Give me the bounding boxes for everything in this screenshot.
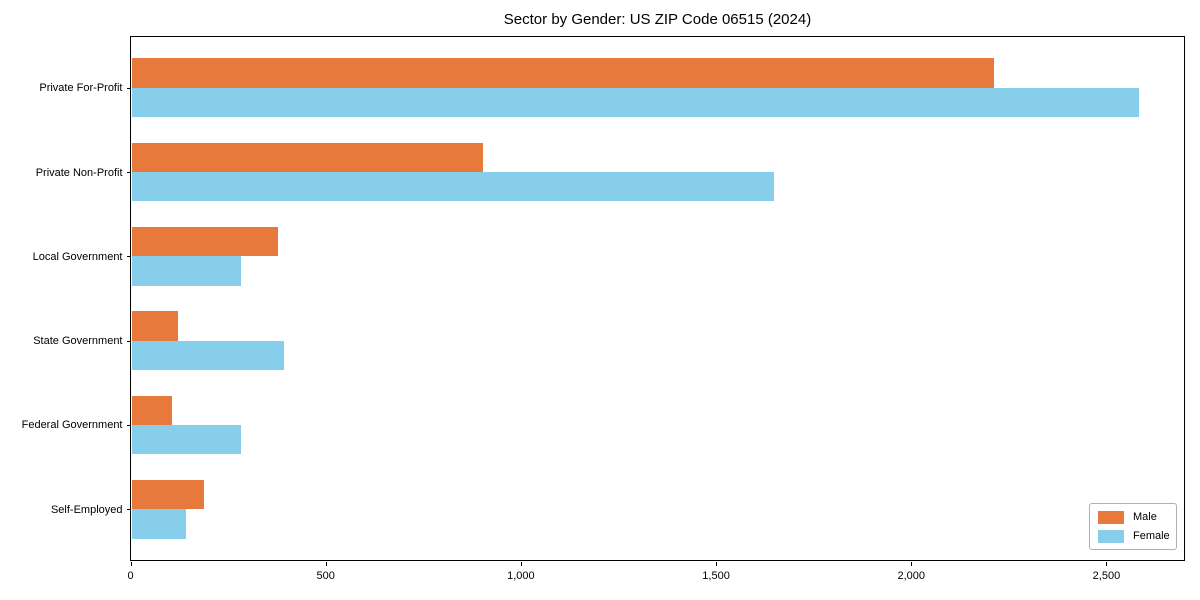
y-tick-mark (126, 172, 131, 173)
plot-area (130, 36, 1185, 561)
x-tick-mark (1106, 562, 1108, 566)
legend-label-female: Female (1133, 530, 1170, 542)
bar-female-federal-government (131, 424, 241, 455)
bar-female-local-government (131, 256, 241, 286)
legend: Male Female (1089, 503, 1177, 550)
y-tick-label: Private Non-Profit (35, 166, 123, 179)
x-tick-label: 1,000 (507, 570, 535, 582)
x-tick-mark (716, 562, 718, 566)
legend-label-male: Male (1133, 511, 1157, 523)
x-tick-label: 1,500 (702, 570, 730, 582)
bar-female-self-employed (131, 509, 187, 539)
legend-item-female: Female (1098, 529, 1170, 543)
x-tick-mark (325, 562, 327, 566)
bar-female-private-non-profit (131, 172, 774, 202)
y-tick-mark (126, 87, 131, 89)
y-tick-label: Private For-Profit (39, 82, 123, 95)
bar-male-self-employed (131, 479, 204, 510)
bar-male-private-non-profit (131, 142, 483, 172)
y-tick-mark (126, 509, 131, 511)
y-tick-mark (126, 340, 131, 342)
bar-male-state-government (131, 311, 179, 341)
x-tick-mark (911, 562, 913, 566)
legend-swatch-male (1098, 510, 1124, 524)
x-tick-mark (520, 562, 522, 566)
y-tick-label: State Government (33, 335, 123, 348)
y-tick-label: Local Government (32, 250, 123, 263)
legend-swatch-female (1098, 529, 1124, 543)
y-tick-mark (126, 424, 131, 426)
x-tick-label: 2,000 (897, 570, 925, 582)
x-tick-label: 500 (316, 570, 335, 582)
chart-title: Sector by Gender: US ZIP Code 06515 (202… (503, 11, 812, 28)
y-tick-label: Federal Government (21, 419, 123, 432)
x-tick-label: 2,500 (1092, 570, 1121, 582)
y-tick-mark (126, 256, 131, 258)
x-tick-label: 0 (127, 570, 134, 582)
bar-male-federal-government (131, 395, 173, 425)
x-tick-mark (130, 562, 132, 566)
bar-female-private-for-profit (131, 87, 1139, 118)
bar-male-local-government (131, 226, 278, 257)
y-tick-label: Self-Employed (50, 503, 123, 516)
bar-female-state-government (131, 340, 284, 370)
bar-male-private-for-profit (131, 58, 995, 88)
legend-item-male: Male (1098, 510, 1168, 524)
